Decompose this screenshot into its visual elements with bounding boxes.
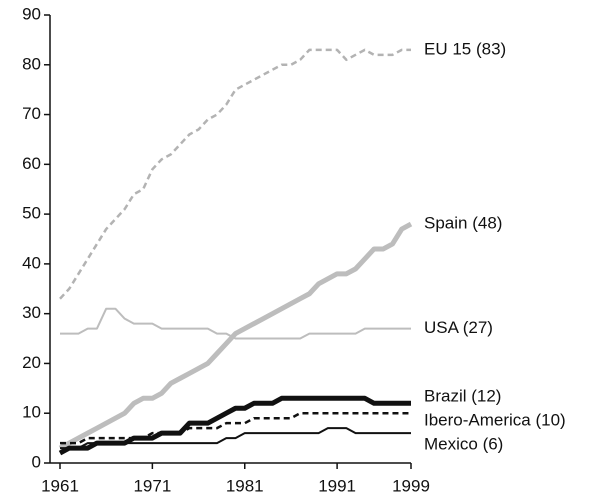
line [60,307,411,340]
x-tick-label: 1981 [226,476,264,495]
series-label: Spain (48) [424,214,502,233]
y-tick-label: 80 [22,54,41,73]
line [58,221,413,451]
line [60,411,411,445]
y-tick-label: 60 [22,154,41,173]
y-tick-label: 90 [22,4,41,23]
x-tick-label: 1961 [41,476,79,495]
x-tick-label: 1999 [392,476,430,495]
y-tick-label: 30 [22,303,41,322]
series-label: Ibero-America (10) [424,410,566,429]
line [60,427,411,450]
y-tick-label: 0 [32,452,41,471]
series-label: Brazil (12) [424,386,501,405]
x-tick-label: 1971 [133,476,171,495]
series-label: USA (27) [424,318,493,337]
y-tick-label: 70 [22,104,41,123]
y-tick-label: 10 [22,403,41,422]
y-tick-label: 20 [22,353,41,372]
series-label: EU 15 (83) [424,39,506,58]
y-tick-label: 50 [22,204,41,223]
line [58,395,411,456]
x-tick-label: 1991 [318,476,356,495]
y-tick-label: 40 [22,253,41,272]
line [59,48,411,300]
series-label: Mexico (6) [424,434,503,453]
